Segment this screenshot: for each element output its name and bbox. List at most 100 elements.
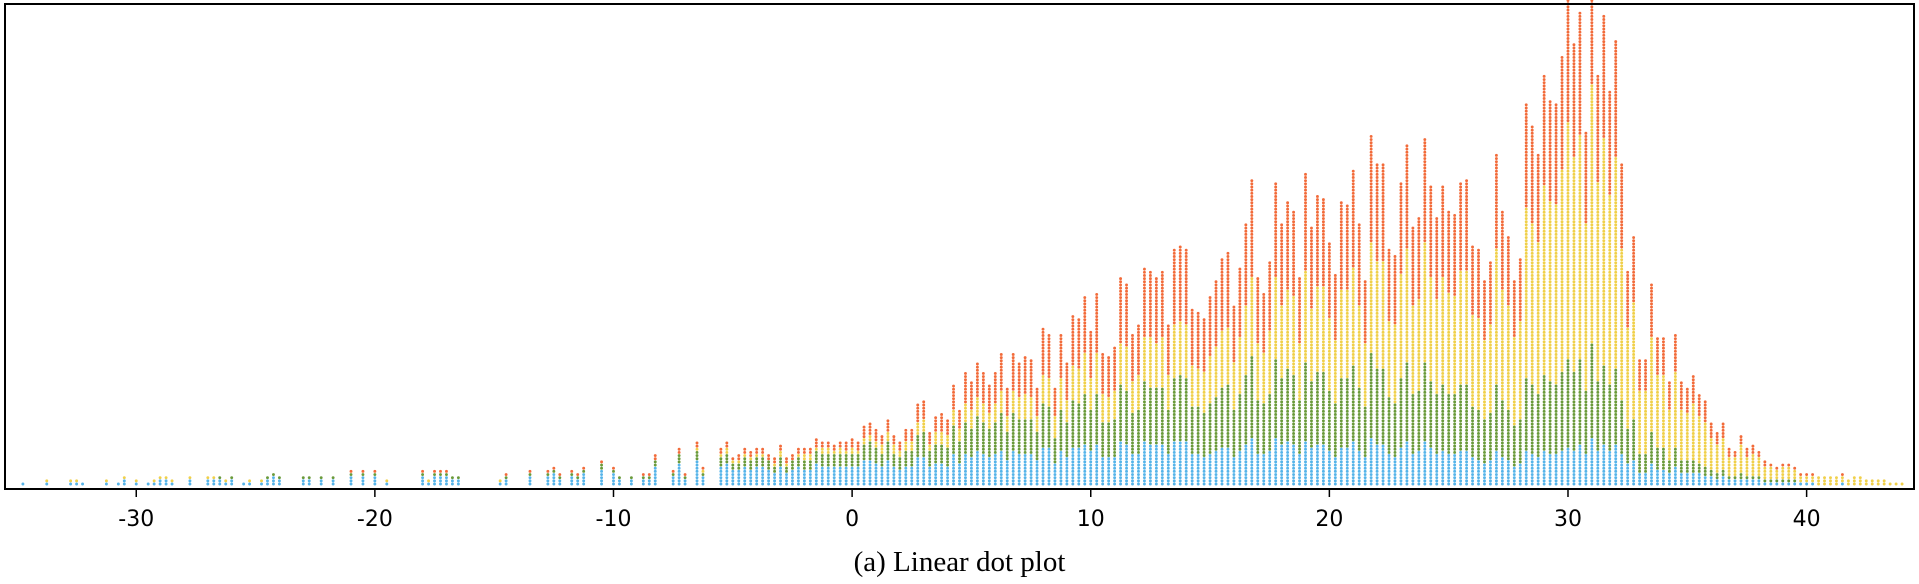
data-dot [940, 450, 944, 454]
data-dot [874, 469, 878, 473]
data-dot [1298, 400, 1301, 404]
data-dot [1286, 431, 1290, 435]
data-dot [1011, 378, 1015, 382]
data-dot [1315, 349, 1319, 353]
data-dot [1226, 255, 1230, 258]
data-dot [1077, 375, 1081, 379]
data-dot [1148, 273, 1152, 277]
data-dot [898, 469, 902, 473]
data-dot [122, 479, 126, 483]
data-dot [1274, 315, 1278, 318]
data-dot [1029, 466, 1033, 470]
data-dot [1304, 428, 1307, 432]
data-dot [677, 473, 681, 476]
data-dot [1238, 419, 1242, 423]
data-dot [1053, 482, 1057, 486]
data-dot [1065, 387, 1069, 391]
data-dot [1232, 327, 1236, 331]
data-dot [1059, 431, 1063, 435]
data-dot [1292, 277, 1296, 281]
data-dot [1101, 381, 1105, 385]
data-dot [1119, 283, 1123, 287]
data-dot [1226, 419, 1230, 423]
data-dot [1101, 466, 1105, 470]
data-dot [1208, 375, 1212, 379]
data-dot [1107, 460, 1111, 464]
data-dot [188, 479, 192, 483]
data-dot [1226, 466, 1230, 470]
data-dot [934, 435, 938, 439]
data-dot [1310, 419, 1313, 423]
data-dot [1262, 337, 1266, 341]
data-dot [1178, 277, 1182, 281]
data-dot [1160, 368, 1164, 372]
data-dot [952, 431, 955, 435]
data-dot [981, 441, 985, 445]
data-dot [969, 463, 973, 467]
data-dot [761, 454, 765, 458]
data-dot [1214, 289, 1218, 293]
dot-column [272, 473, 275, 486]
data-dot [1142, 469, 1146, 473]
data-dot [1286, 375, 1290, 379]
data-dot [1220, 371, 1224, 375]
data-dot [946, 460, 950, 464]
data-dot [1238, 425, 1242, 429]
data-dot [1119, 356, 1123, 360]
data-dot [1047, 403, 1051, 407]
data-dot [1280, 460, 1284, 464]
data-dot [1345, 318, 1349, 322]
data-dot [1232, 340, 1236, 344]
dot-column [695, 441, 699, 486]
data-dot [1310, 286, 1313, 290]
data-dot [576, 479, 580, 483]
data-dot [570, 473, 574, 476]
data-dot [1142, 476, 1146, 480]
data-dot [695, 444, 699, 448]
data-dot [1160, 318, 1164, 322]
data-dot [1298, 299, 1301, 303]
data-dot [808, 450, 812, 454]
data-dot [987, 469, 991, 473]
data-dot [1160, 283, 1164, 287]
data-dot [1202, 343, 1206, 347]
dot-column [946, 419, 950, 486]
data-dot [1268, 450, 1272, 454]
data-dot [1160, 356, 1164, 360]
data-dot [874, 428, 878, 432]
data-dot [1125, 378, 1128, 382]
data-dot [1148, 302, 1152, 306]
data-dot [1268, 409, 1272, 413]
dot-column [892, 435, 896, 486]
data-dot [1059, 476, 1063, 480]
data-dot [1226, 346, 1230, 350]
dot-column [671, 469, 675, 486]
dot-column [361, 469, 365, 486]
data-dot [1333, 277, 1337, 281]
data-dot [1298, 409, 1301, 413]
data-dot [999, 419, 1003, 423]
data-dot [958, 463, 961, 467]
data-dot [1196, 321, 1200, 325]
data-dot [1232, 400, 1236, 404]
data-dot [1268, 302, 1272, 306]
data-dot [1220, 469, 1224, 473]
data-dot [1172, 425, 1176, 429]
data-dot [1214, 397, 1218, 401]
data-dot [1148, 299, 1152, 303]
data-dot [1280, 337, 1284, 341]
data-dot [725, 454, 729, 458]
data-dot [999, 444, 1003, 448]
data-dot [1220, 463, 1224, 467]
data-dot [1339, 444, 1343, 448]
data-dot [1071, 431, 1075, 435]
data-dot [1256, 476, 1260, 480]
data-dot [1268, 403, 1272, 407]
data-dot [1190, 447, 1194, 451]
data-dot [1214, 368, 1218, 372]
data-dot [373, 479, 377, 483]
data-dot [1053, 428, 1057, 432]
data-dot [1315, 201, 1319, 205]
data-dot [916, 447, 920, 451]
data-dot [922, 463, 926, 467]
